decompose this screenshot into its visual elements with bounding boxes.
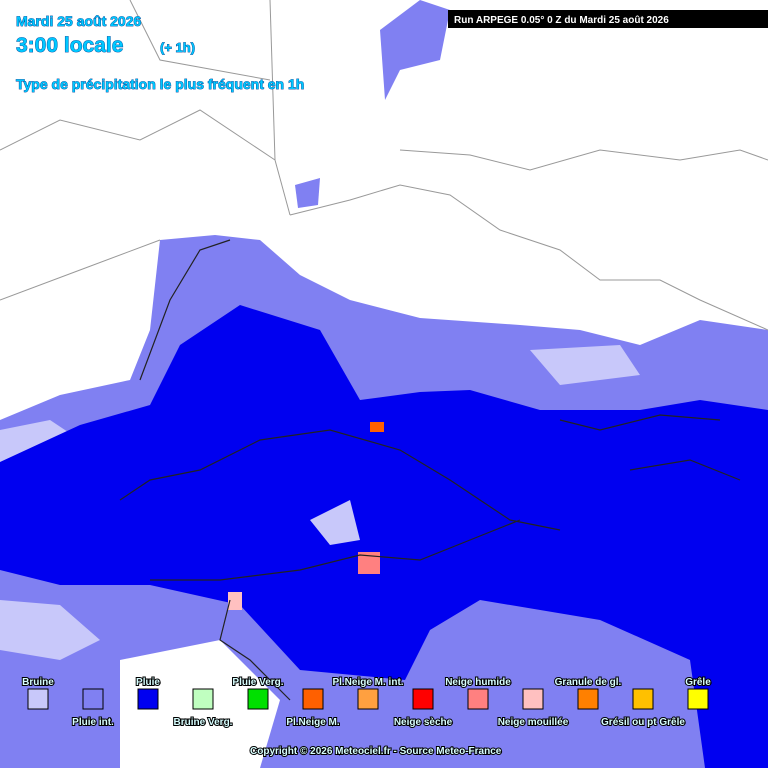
legend-label: Pluie	[136, 677, 160, 688]
legend-label: Pl.Neige M.	[286, 717, 340, 728]
legend-swatch	[687, 688, 709, 710]
precip-wet-snow	[358, 552, 380, 574]
run-info: Run ARPEGE 0.05° 0 Z du Mardi 25 août 20…	[454, 15, 669, 26]
legend-swatch	[522, 688, 544, 710]
legend-swatch	[302, 688, 324, 710]
date: Mardi 25 août 2026	[16, 13, 141, 29]
precip-sleet	[370, 422, 384, 432]
border	[0, 0, 768, 331]
legend-swatch	[357, 688, 379, 710]
legend-label: Pluie Verg.	[232, 677, 283, 688]
legend-swatch	[412, 688, 434, 710]
precip-light-rain	[380, 0, 450, 100]
copyright: Copyright © 2026 Meteociel.fr - Source M…	[250, 746, 502, 757]
precip-drizzle	[530, 345, 640, 385]
time: 3:00 locale	[16, 34, 123, 57]
precip-rain	[0, 305, 768, 768]
legend-label: Grêle	[685, 677, 711, 688]
legend-swatch	[192, 688, 214, 710]
legend-swatch	[137, 688, 159, 710]
precip-drizzle	[0, 600, 100, 660]
legend-label: Pl.Neige M. int.	[332, 677, 403, 688]
legend-label: Pluie int.	[72, 717, 114, 728]
legend-label: Neige sèche	[394, 717, 453, 728]
precip-wet-snow	[228, 592, 242, 610]
precip-light-rain	[295, 178, 320, 208]
legend-swatch	[467, 688, 489, 710]
offset: (+ 1h)	[160, 40, 195, 55]
run-box	[448, 10, 768, 28]
subtitle: Type de précipitation le plus fréquent e…	[16, 76, 304, 92]
legend-label: Bruine	[22, 677, 54, 688]
border	[119, 239, 741, 701]
legend-label: Granule de gl.	[555, 677, 622, 688]
legend-swatch	[27, 688, 49, 710]
legend-label: Neige mouillée	[498, 717, 569, 728]
precip-drizzle	[310, 500, 360, 545]
legend-swatch	[632, 688, 654, 710]
legend-swatch	[577, 688, 599, 710]
legend-label: Bruine Verg.	[174, 717, 233, 728]
legend-swatch	[247, 688, 269, 710]
legend-label: Neige humide	[445, 677, 511, 688]
legend-label: Grésil ou pt Grêle	[601, 717, 685, 728]
legend-swatch	[82, 688, 104, 710]
